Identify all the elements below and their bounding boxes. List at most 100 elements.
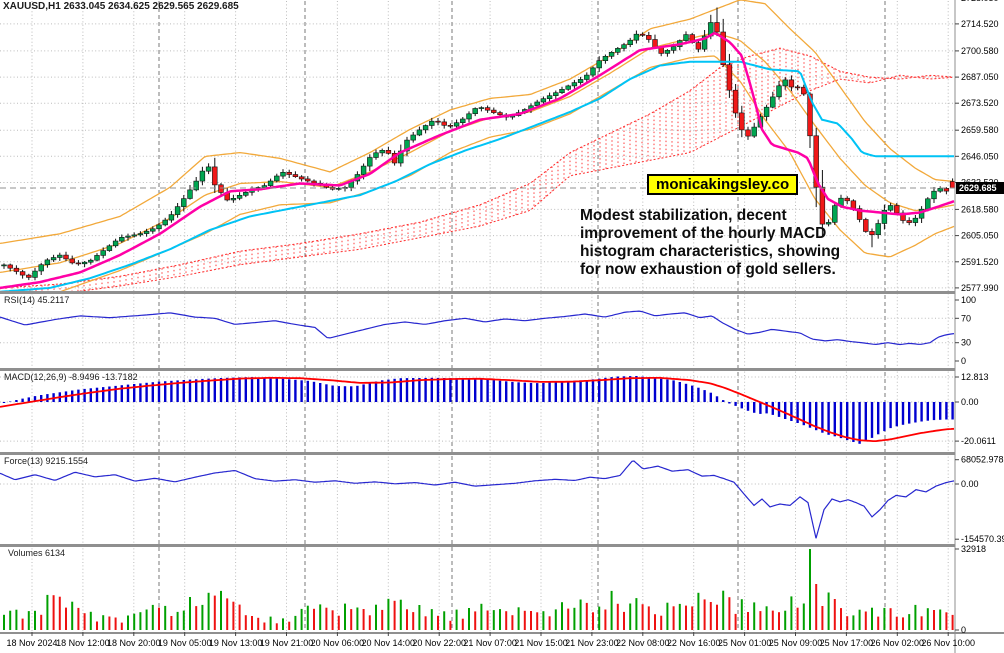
pane-separator <box>0 544 1004 547</box>
bearish-candle-body <box>491 109 497 113</box>
bullish-candle-body <box>825 222 832 225</box>
bullish-candle-body <box>193 180 199 191</box>
branding-watermark: monicakingsley.co <box>647 174 799 195</box>
bullish-candle-body <box>460 118 466 124</box>
bearish-candle-body <box>714 22 720 33</box>
time-label: 26 Nov 10:00 <box>921 638 975 648</box>
bullish-candle-body <box>937 188 943 192</box>
pane-separator <box>0 291 1004 294</box>
bullish-candle-body <box>925 198 931 210</box>
bearish-candle-body <box>894 205 900 214</box>
commentary-line: histogram characteristics, showing <box>580 243 841 260</box>
bullish-candle-body <box>106 245 113 251</box>
bearish-candle-body <box>286 172 292 175</box>
time-label: 18 Nov 20:00 <box>107 638 161 648</box>
time-label: 21 Nov 23:00 <box>565 638 619 648</box>
senkou-span-b-line <box>69 74 953 292</box>
bullish-candle-body <box>751 126 757 137</box>
pane-separator <box>0 452 1004 455</box>
time-label: 25 Nov 09:00 <box>769 638 823 648</box>
axis-label: 2659.580 <box>961 125 999 135</box>
bullish-candle-body <box>571 82 578 87</box>
axis-label: 2591.520 <box>961 257 999 267</box>
force-pane <box>0 460 955 539</box>
bullish-candle-body <box>50 257 57 261</box>
bearish-candle-body <box>652 39 658 48</box>
axis-label: 0 <box>961 356 966 366</box>
bearish-candle-body <box>807 93 813 137</box>
bearish-candle-body <box>906 220 912 223</box>
bearish-candle-body <box>26 274 32 278</box>
bearish-candle-body <box>850 200 857 209</box>
axis-label: -154570.39 <box>961 534 1004 544</box>
candles-layer <box>1 7 955 281</box>
rsi-indicator-label: RSI(14) 45.2117 <box>4 295 70 305</box>
bullish-candle-body <box>770 96 776 108</box>
axis-label: 2700.580 <box>961 46 999 56</box>
bearish-candle-body <box>788 79 795 88</box>
axis-label: 0.00 <box>961 479 979 489</box>
time-label: 20 Nov 14:00 <box>362 638 416 648</box>
time-label: 19 Nov 13:00 <box>209 638 263 648</box>
bullish-candle-body <box>150 228 156 232</box>
commentary-line: improvement of the hourly MACD <box>580 225 827 242</box>
bullish-candle-body <box>776 85 782 98</box>
axis-label: 2646.050 <box>961 151 999 161</box>
pane-separator <box>0 368 1004 371</box>
bullish-candle-body <box>553 92 559 96</box>
pane-separators <box>0 291 1004 634</box>
time-label: 22 Nov 08:00 <box>616 638 670 648</box>
bullish-candle-body <box>274 175 280 182</box>
bullish-candle-body <box>336 188 342 190</box>
bullish-candle-body <box>199 170 206 182</box>
bullish-candle-body <box>534 101 540 107</box>
time-label: 21 Nov 15:00 <box>514 638 568 648</box>
bearish-candle-body <box>856 208 863 220</box>
bullish-candle-body <box>131 234 137 237</box>
bullish-candle-body <box>912 217 919 223</box>
bullish-candle-body <box>205 166 212 172</box>
bearish-candle-body <box>801 86 807 95</box>
bullish-candle-body <box>875 223 881 235</box>
bearish-candle-body <box>739 112 745 131</box>
bullish-candle-body <box>602 55 609 61</box>
bearish-candle-body <box>298 176 305 180</box>
bearish-candle-body <box>794 86 801 89</box>
bearish-candle-body <box>69 258 75 264</box>
bearish-candle-body <box>218 184 224 193</box>
axis-label: 32918 <box>961 544 986 554</box>
bullish-candle-body <box>404 139 410 152</box>
bullish-candle-body <box>608 51 615 57</box>
bearish-candle-body <box>863 219 869 232</box>
time-label: 21 Nov 07:00 <box>463 638 517 648</box>
axis-label: 2728.050 <box>961 0 999 3</box>
bearish-candle-body <box>844 197 850 202</box>
rsi-line <box>0 310 955 346</box>
main-price-pane <box>0 0 955 292</box>
time-label: 26 Nov 02:00 <box>871 638 925 648</box>
bearish-candle-body <box>720 31 726 66</box>
bullish-candle-body <box>763 106 770 117</box>
axis-label: 68052.9782 <box>961 455 1004 465</box>
price-axis: 2728.050 2714.520 2700.580 2687.050 2673.520… <box>954 0 1004 653</box>
bearish-candle-body <box>385 150 392 154</box>
time-label: 22 Nov 16:00 <box>667 638 721 648</box>
bullish-candle-body <box>119 237 125 242</box>
bullish-candle-body <box>57 254 63 258</box>
bearish-candle-body <box>949 181 955 189</box>
bullish-candle-body <box>590 67 596 76</box>
bullish-candle-body <box>615 48 621 53</box>
analyst-commentary: Modest stabilization, decent improvement… <box>580 207 840 279</box>
bullish-candle-body <box>887 205 894 211</box>
bullish-candle-body <box>280 172 286 177</box>
pane-separator <box>0 632 1004 634</box>
bullish-candle-body <box>683 34 689 41</box>
volumes-pane <box>3 549 954 630</box>
bullish-candle-body <box>1 264 7 267</box>
bullish-candle-body <box>261 185 268 188</box>
bullish-candle-body <box>627 39 633 46</box>
bearish-candle-body <box>484 107 491 111</box>
bearish-candle-body <box>75 262 82 265</box>
